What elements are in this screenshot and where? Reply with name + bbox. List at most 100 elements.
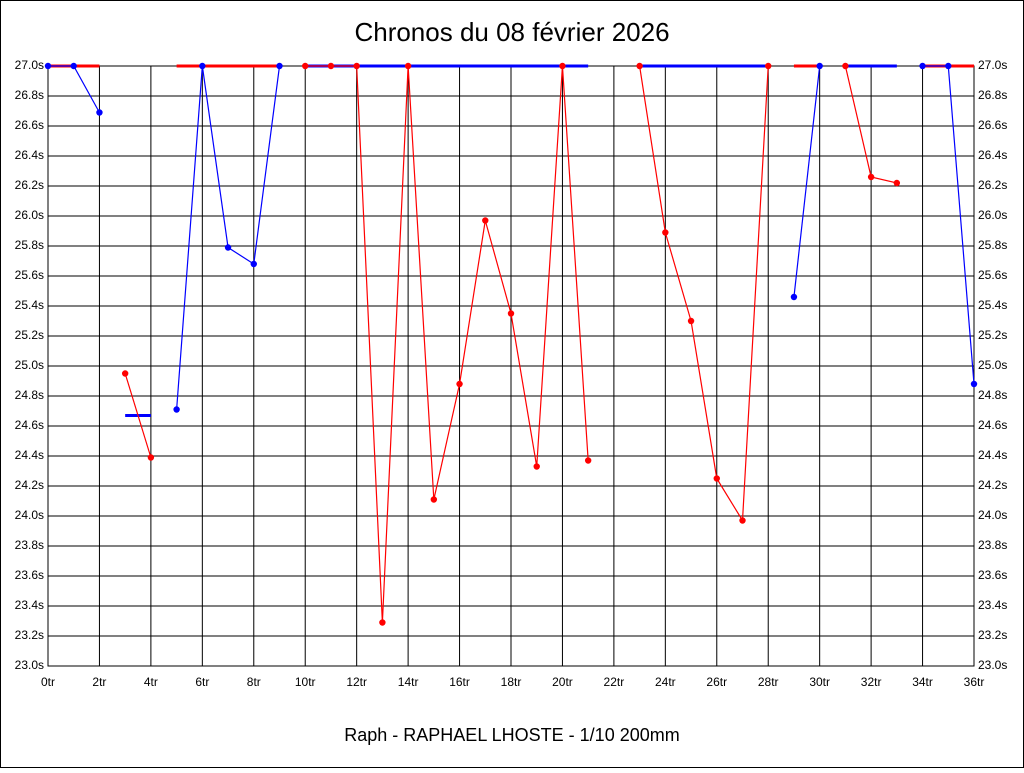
y-tick-label-right: 25.4s: [978, 298, 1007, 312]
y-tick-label-right: 26.6s: [978, 118, 1007, 132]
point: [867, 173, 875, 181]
y-tick-label-right: 26.2s: [978, 178, 1007, 192]
y-tick-label-right: 27.0s: [978, 58, 1007, 72]
point: [970, 380, 978, 388]
y-tick-label: 26.4s: [15, 148, 44, 162]
y-tick-label: 26.0s: [15, 208, 44, 222]
point: [919, 62, 926, 70]
x-tick-label: 16tr: [449, 675, 470, 689]
y-tick-label-right: 25.8s: [978, 238, 1007, 252]
point: [173, 406, 180, 413]
series-line: [639, 65, 769, 523]
point: [276, 62, 283, 70]
point: [482, 217, 489, 224]
point: [816, 62, 823, 70]
y-tick-label-right: 25.2s: [978, 328, 1007, 342]
point: [584, 457, 592, 464]
point: [430, 496, 438, 503]
y-tick-label: 23.4s: [15, 598, 44, 612]
chart-title: Chronos du 08 février 2026: [354, 17, 669, 47]
x-tick-label: 14tr: [398, 675, 419, 689]
x-tick-label: 12tr: [346, 675, 367, 689]
point: [70, 62, 77, 70]
y-tick-label: 24.8s: [15, 388, 44, 402]
y-tick-label-right: 24.2s: [978, 478, 1007, 492]
x-tick-label: 0tr: [41, 675, 55, 689]
x-tick-label: 28tr: [758, 675, 779, 689]
x-tick-label: 22tr: [604, 675, 625, 689]
y-tick-label: 26.6s: [15, 118, 44, 132]
x-tick-label: 2tr: [92, 675, 106, 689]
point: [765, 62, 772, 70]
y-tick-label: 24.6s: [15, 418, 44, 432]
y-tick-label-right: 24.8s: [978, 388, 1007, 402]
x-tick-label: 20tr: [552, 675, 573, 689]
y-tick-label: 25.4s: [15, 298, 44, 312]
y-tick-label-right: 23.4s: [978, 598, 1007, 612]
y-tick-label-right: 23.2s: [978, 628, 1007, 642]
y-tick-label: 25.2s: [15, 328, 44, 342]
point: [507, 310, 515, 317]
y-tick-label: 27.0s: [15, 58, 44, 72]
y-tick-label-right: 26.8s: [978, 88, 1007, 102]
series-line: [124, 373, 152, 458]
y-tick-label: 23.2s: [15, 628, 44, 642]
y-tick-label-right: 23.8s: [978, 538, 1007, 552]
x-tick-label: 32tr: [861, 675, 882, 689]
point: [456, 380, 463, 388]
point: [739, 517, 746, 524]
footer: Raph - RAPHAEL LHOSTE - 1/10 200mm: [344, 725, 679, 745]
y-tick-label: 25.8s: [15, 238, 44, 252]
point: [121, 370, 129, 377]
y-tick-label-right: 26.0s: [978, 208, 1007, 222]
point: [353, 62, 360, 70]
y-tick-label: 26.8s: [15, 88, 44, 102]
y-tick-label-right: 24.0s: [978, 508, 1007, 522]
series-line: [305, 65, 589, 623]
x-tick-label: 36tr: [964, 675, 985, 689]
point: [44, 62, 52, 70]
x-tick-label: 18tr: [501, 675, 522, 689]
y-tick-label-right: 26.4s: [978, 148, 1007, 162]
point: [327, 62, 335, 70]
y-tick-label: 26.2s: [15, 178, 44, 192]
point: [199, 62, 206, 70]
point: [790, 293, 798, 301]
point: [842, 62, 849, 70]
y-tick-label-right: 25.6s: [978, 268, 1007, 282]
point: [302, 62, 309, 70]
y-tick-label: 23.0s: [15, 658, 44, 672]
point: [687, 317, 695, 325]
x-tick-label: 34tr: [912, 675, 933, 689]
series-line: [793, 65, 821, 298]
y-tick-label: 23.6s: [15, 568, 44, 582]
point: [224, 244, 232, 251]
point: [945, 62, 952, 70]
point: [893, 179, 901, 187]
x-tick-label: 26tr: [706, 675, 727, 689]
point: [533, 463, 540, 470]
point: [662, 229, 669, 236]
point: [96, 109, 103, 116]
point: [147, 454, 155, 461]
x-tick-label: 8tr: [247, 675, 261, 689]
y-tick-label: 24.4s: [15, 448, 44, 462]
point: [636, 62, 643, 70]
x-tick-label: 24tr: [655, 675, 676, 689]
x-tick-label: 4tr: [144, 675, 158, 689]
y-tick-label-right: 24.6s: [978, 418, 1007, 432]
x-tick-label: 6tr: [195, 675, 209, 689]
point: [404, 62, 412, 70]
y-tick-label: 24.2s: [15, 478, 44, 492]
point: [559, 62, 566, 70]
y-tick-label-right: 23.6s: [978, 568, 1007, 582]
y-tick-label: 23.8s: [15, 538, 44, 552]
point: [379, 619, 386, 626]
y-tick-label-right: 23.0s: [978, 658, 1007, 672]
y-tick-label: 25.0s: [15, 358, 44, 372]
y-tick-label: 24.0s: [15, 508, 44, 522]
point: [250, 260, 257, 268]
